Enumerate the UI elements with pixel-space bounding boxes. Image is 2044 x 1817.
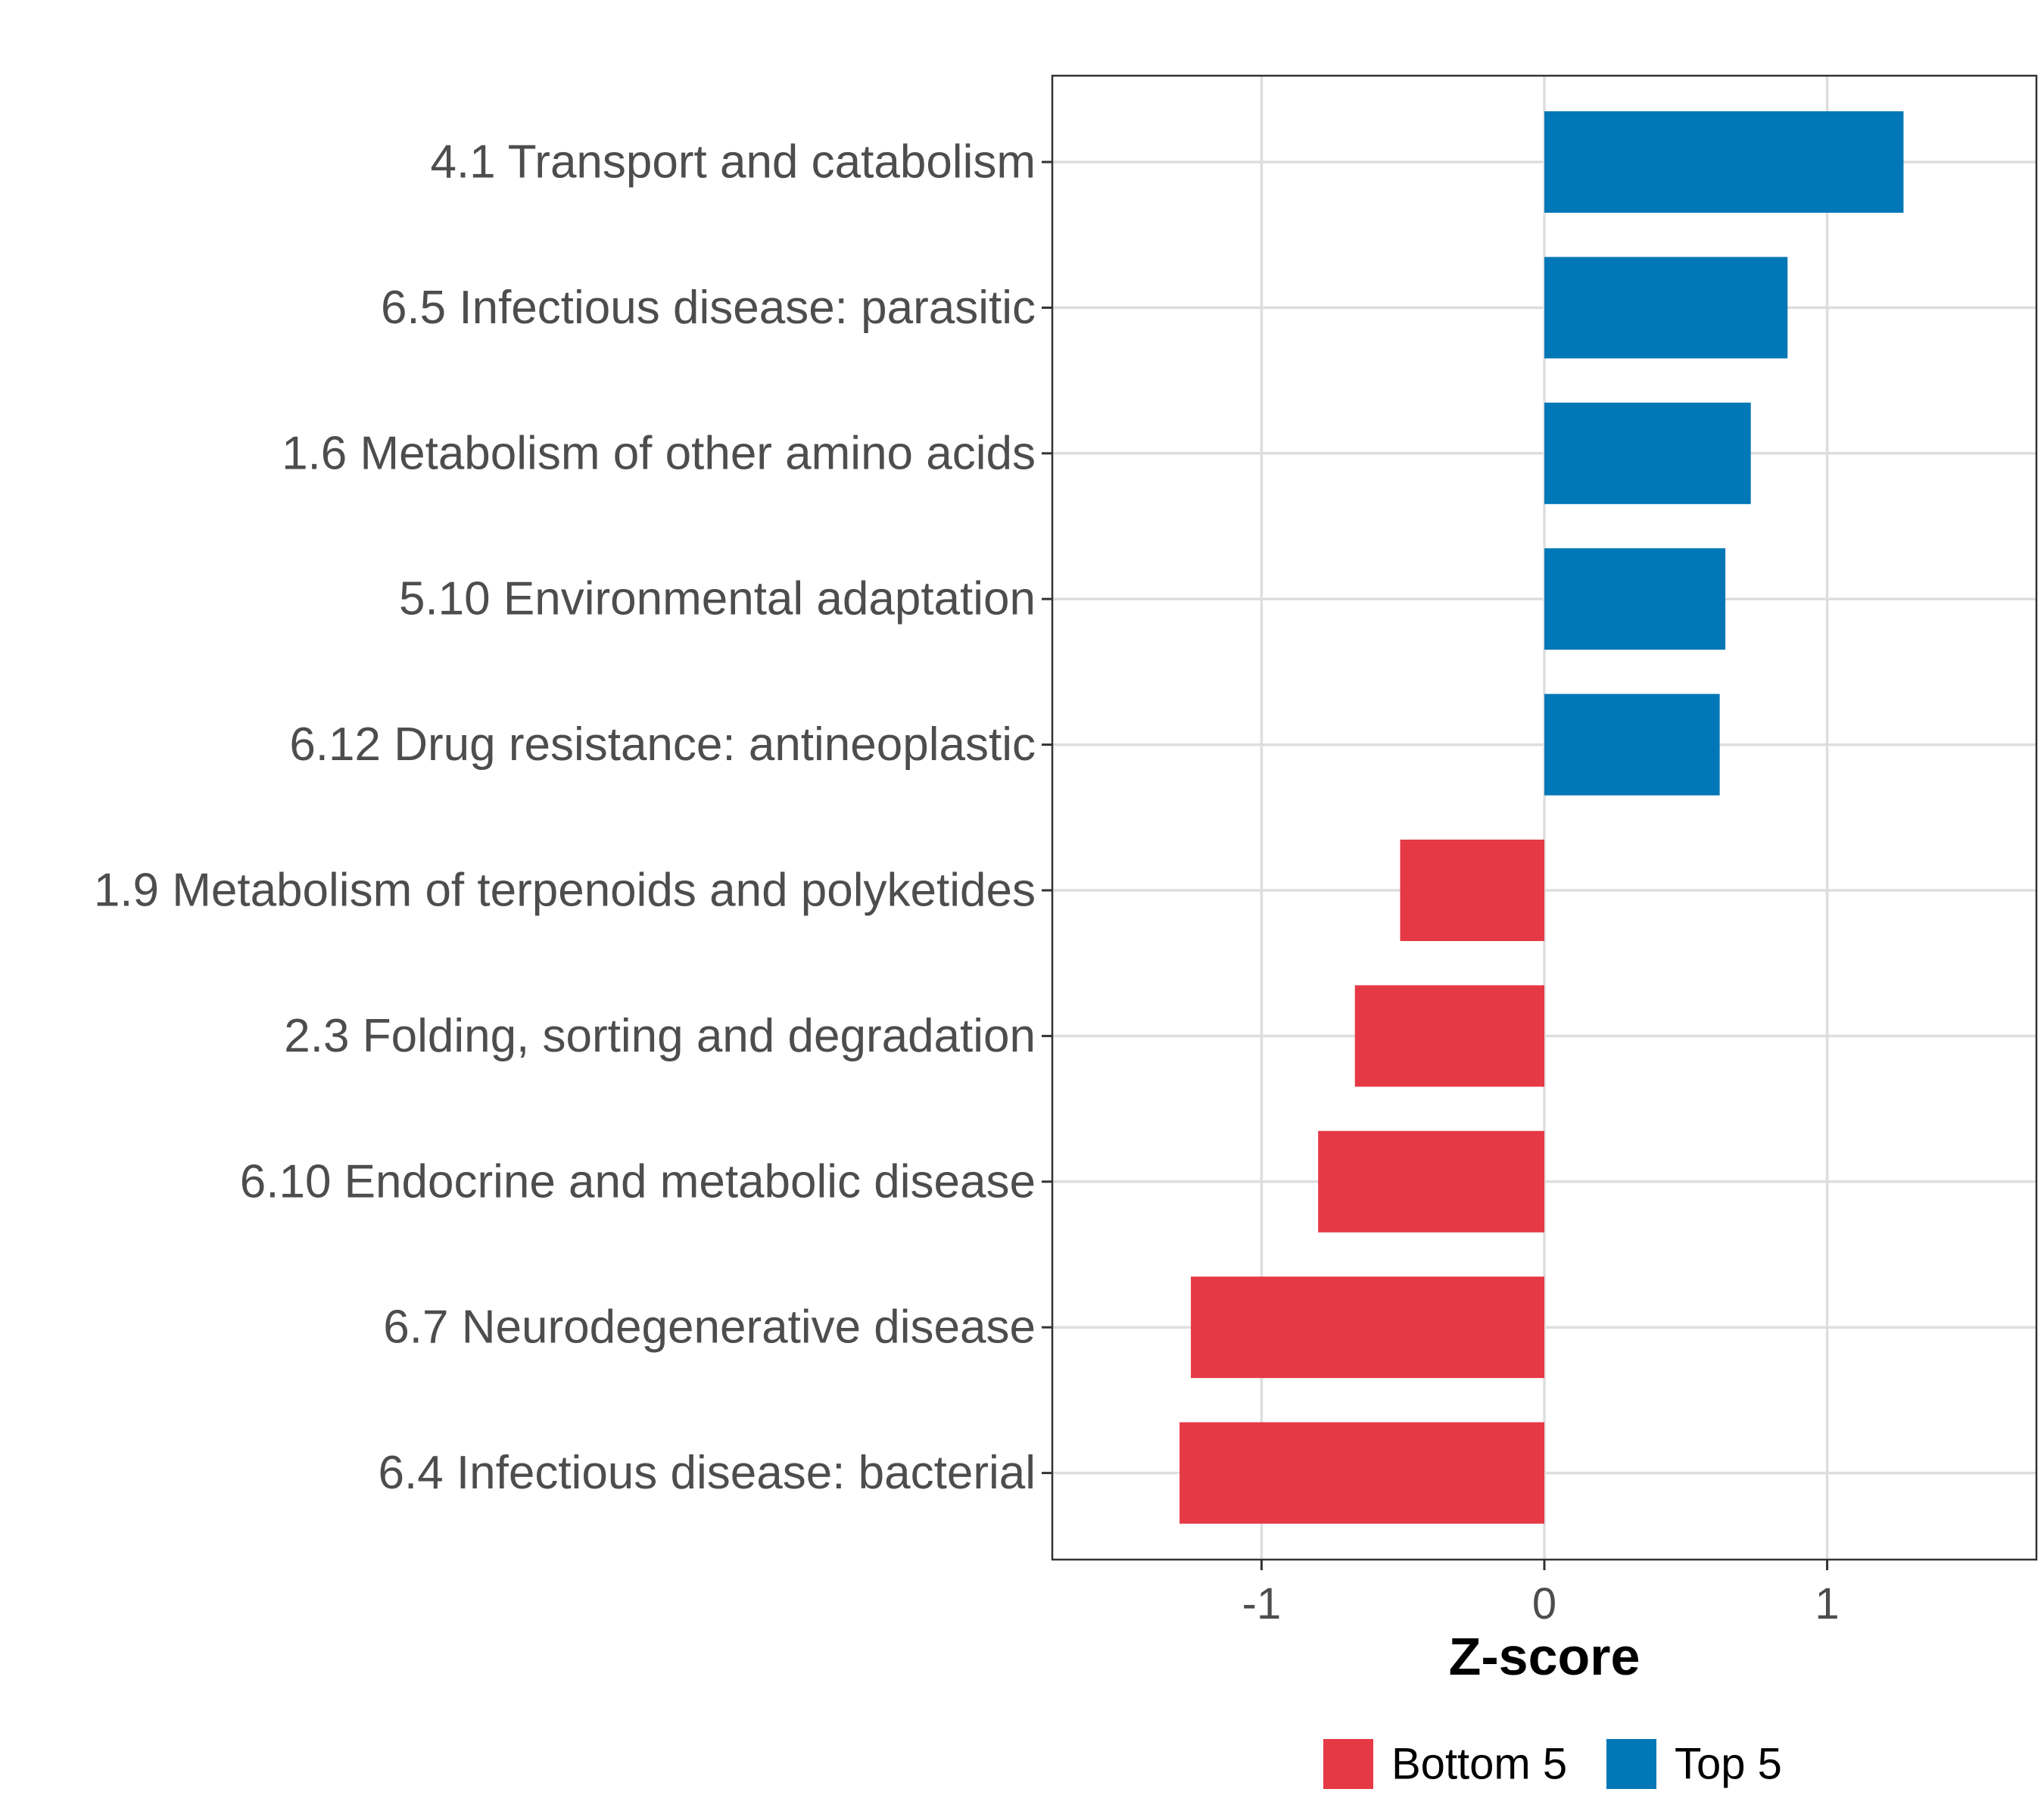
bar xyxy=(1318,1130,1544,1233)
bar xyxy=(1400,840,1544,941)
x-tick-label: 1 xyxy=(1815,1579,1839,1628)
bar xyxy=(1544,693,1720,796)
category-label: 6.5 Infectious disease: parasitic xyxy=(381,282,1036,334)
legend-label: Bottom 5 xyxy=(1391,1740,1567,1789)
x-axis: -1 0 1 xyxy=(1242,1560,1840,1628)
category-label: 1.6 Metabolism of other amino acids xyxy=(282,427,1036,479)
category-label: 6.10 Endocrine and metabolic disease xyxy=(240,1155,1036,1208)
category-label: 6.7 Neurodegenerative disease xyxy=(383,1301,1036,1354)
bar xyxy=(1354,985,1544,1087)
x-tick-label: -1 xyxy=(1242,1579,1282,1628)
category-label: 1.9 Metabolism of terpenoids and polyket… xyxy=(94,865,1036,917)
category-label: 6.12 Drug resistance: antineoplastic xyxy=(289,718,1036,771)
legend-swatch xyxy=(1606,1739,1656,1789)
category-label: 6.4 Infectious disease: bacterial xyxy=(378,1447,1036,1499)
bar xyxy=(1544,402,1751,504)
bar xyxy=(1191,1276,1544,1379)
bar xyxy=(1544,111,1904,213)
category-label: 5.10 Environmental adaptation xyxy=(399,573,1036,625)
legend-swatch xyxy=(1323,1739,1373,1789)
bar xyxy=(1544,257,1788,359)
x-tick-label: 0 xyxy=(1532,1579,1556,1628)
y-axis: 4.1 Transport and catabolism 6.5 Infectio… xyxy=(94,136,1052,1499)
category-label: 2.3 Folding, sorting and degradation xyxy=(284,1010,1036,1062)
bars xyxy=(1179,111,1904,1524)
bar xyxy=(1179,1422,1544,1524)
category-label: 4.1 Transport and catabolism xyxy=(430,136,1036,189)
legend: Bottom 5 Top 5 xyxy=(1323,1739,1782,1789)
bar xyxy=(1544,548,1726,650)
x-axis-title: Z-score xyxy=(1449,1627,1640,1686)
legend-label: Top 5 xyxy=(1675,1740,1782,1789)
